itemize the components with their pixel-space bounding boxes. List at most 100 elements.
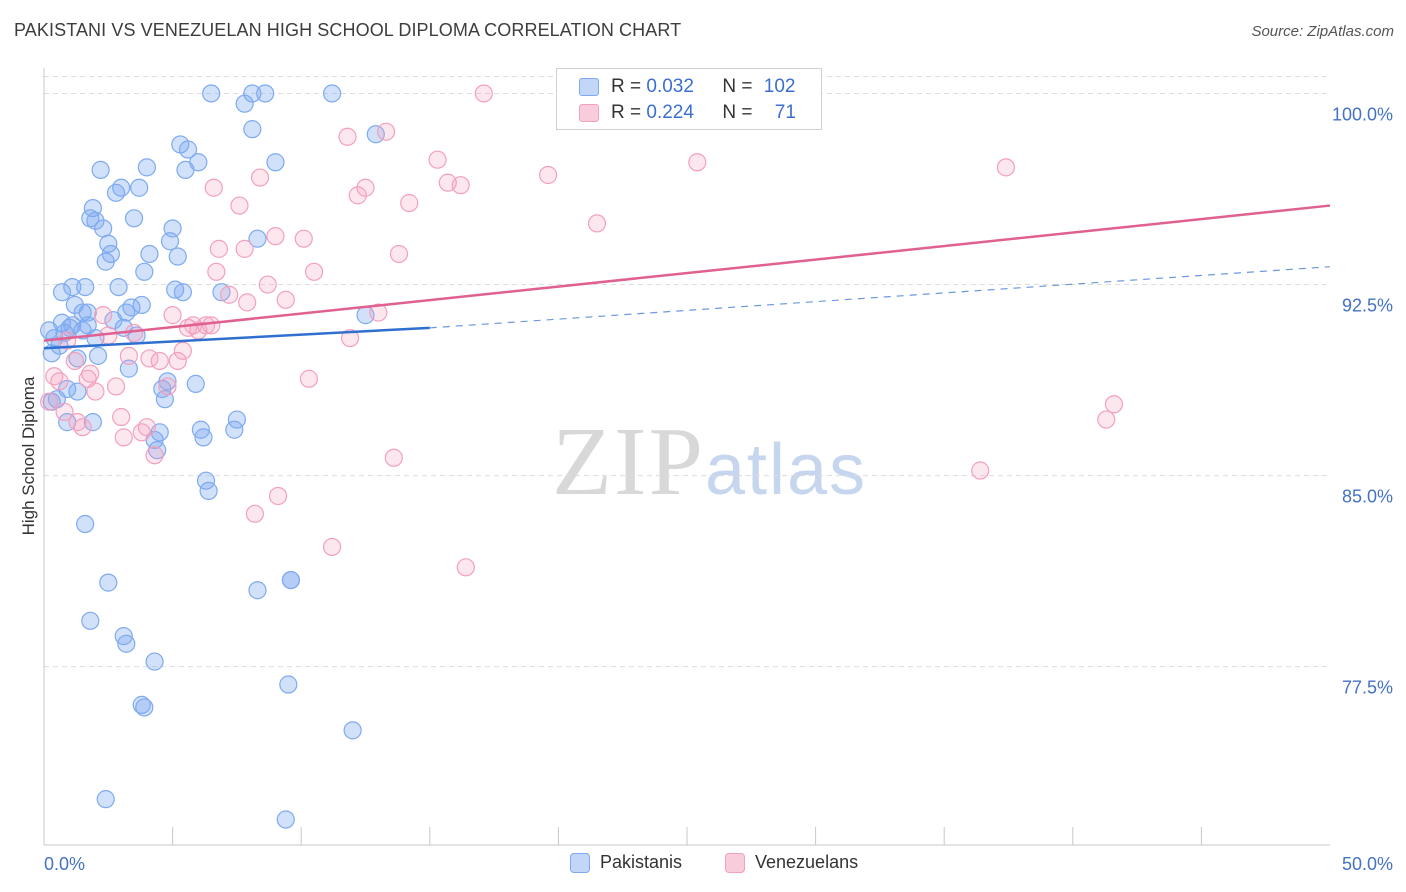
point-venezuelans [340, 328, 360, 348]
tick-labels: 77.5% 85.0% 92.5% 100.0% 0.0% 50.0% [44, 104, 1393, 874]
point-venezuelans [356, 178, 375, 197]
point-pakistanis [68, 382, 87, 401]
point-pakistanis [96, 790, 115, 809]
legend-n-value: 102 [763, 76, 796, 97]
axes [43, 68, 1330, 846]
point-venezuelans [376, 122, 396, 141]
point-pakistanis [78, 303, 97, 322]
point-venezuelans [119, 346, 138, 365]
point-venezuelans [73, 418, 92, 437]
y-tick-label: 100.0% [1332, 104, 1393, 124]
point-venezuelans [238, 293, 257, 312]
point-venezuelans [45, 367, 64, 386]
legend-r-label: R = [611, 76, 647, 97]
point-pakistanis [145, 652, 164, 671]
point-venezuelans [112, 407, 131, 427]
point-venezuelans [294, 229, 313, 248]
point-pakistanis [322, 84, 342, 103]
y-tick-label: 85.0% [1342, 487, 1393, 507]
point-venezuelans [266, 227, 285, 246]
point-pakistanis [119, 359, 138, 378]
point-pakistanis [163, 219, 182, 238]
point-venezuelans [230, 196, 249, 215]
point-venezuelans [456, 558, 475, 577]
point-pakistanis [124, 209, 144, 228]
point-pakistanis [248, 229, 267, 248]
point-venezuelans [145, 446, 164, 465]
legend-swatch-venezuelans [579, 104, 599, 122]
point-pakistanis [76, 277, 95, 297]
point-pakistanis [135, 262, 154, 281]
point-venezuelans [58, 331, 77, 350]
point-pakistanis [186, 374, 205, 393]
point-venezuelans [81, 364, 100, 383]
point-pakistanis [194, 428, 213, 447]
legend-r-label: R = [611, 102, 647, 123]
point-pakistanis [117, 634, 136, 653]
point-venezuelans [474, 84, 493, 103]
point-venezuelans [158, 377, 177, 396]
point-venezuelans [1104, 395, 1124, 414]
series-swatch-pakistanis [570, 852, 590, 873]
trend-line-pakistanis [43, 326, 430, 350]
trend-line-pakistanis-extrapolated [429, 266, 1331, 329]
point-venezuelans [94, 306, 113, 325]
trend-lines [43, 204, 1331, 350]
point-venezuelans [207, 262, 226, 281]
point-pakistanis [130, 178, 149, 197]
point-pakistanis [140, 244, 159, 264]
point-venezuelans [250, 168, 270, 187]
point-pakistanis [243, 120, 262, 139]
point-venezuelans [137, 418, 156, 437]
point-pakistanis [63, 277, 82, 297]
point-venezuelans [106, 377, 126, 396]
point-pakistanis [173, 283, 192, 302]
x-tick-label: 0.0% [44, 854, 85, 874]
point-pakistanis [101, 244, 120, 264]
point-venezuelans [40, 392, 59, 411]
y-axis-title: High School Diploma [19, 376, 38, 535]
point-venezuelans [1097, 410, 1116, 429]
point-pakistanis [279, 675, 298, 694]
point-venezuelans [268, 486, 288, 506]
point-venezuelans [304, 262, 324, 281]
series-legend-venezuelans[interactable]: Venezuelans [725, 852, 858, 873]
point-pakistanis [109, 277, 128, 297]
point-pakistanis [99, 573, 118, 592]
point-pakistanis [243, 84, 262, 103]
point-venezuelans [65, 351, 84, 371]
point-venezuelans [55, 402, 74, 422]
point-pakistanis [52, 283, 72, 302]
point-pakistanis [117, 303, 136, 322]
point-venezuelans [369, 303, 388, 322]
trend-line-venezuelans [43, 204, 1331, 342]
correlation-legend: R = 0.032 N = 102 R = 0.224 N = 71 [556, 68, 822, 130]
chart-title: PAKISTANI VS VENEZUELAN HIGH SCHOOL DIPL… [14, 20, 682, 40]
point-venezuelans [68, 413, 87, 432]
data-points [40, 84, 1124, 829]
series-legend-pakistanis[interactable]: Pakistanis [570, 852, 682, 873]
point-pakistanis [91, 160, 110, 180]
point-pakistanis [158, 372, 177, 391]
grid-lines [44, 75, 1330, 668]
point-venezuelans [50, 372, 69, 391]
point-venezuelans [587, 214, 607, 233]
point-venezuelans [299, 369, 319, 388]
series-label-pakistanis: Pakistanis [600, 852, 683, 872]
legend-row-venezuelans: R = 0.224 N = 71 [579, 101, 796, 125]
series-legend: Pakistanis Venezuelans [0, 852, 1406, 878]
point-pakistanis [148, 441, 167, 460]
point-pakistanis [343, 721, 362, 740]
point-pakistanis [248, 581, 267, 600]
point-venezuelans [258, 275, 277, 294]
point-pakistanis [266, 153, 285, 172]
point-pakistanis [83, 413, 102, 432]
point-venezuelans [276, 290, 295, 309]
point-venezuelans [384, 448, 403, 467]
point-venezuelans [996, 158, 1016, 177]
point-pakistanis [68, 349, 87, 368]
point-venezuelans [150, 351, 169, 371]
point-venezuelans [173, 341, 192, 360]
point-venezuelans [209, 239, 228, 258]
